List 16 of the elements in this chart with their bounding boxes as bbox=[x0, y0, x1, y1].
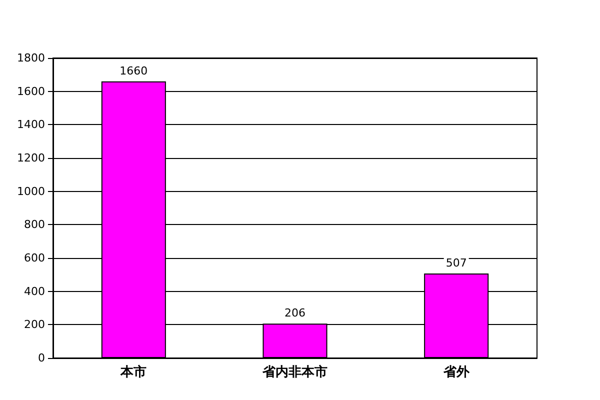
y-tick-label: 1200 bbox=[17, 152, 45, 164]
x-tick-label: 本市 bbox=[120, 364, 147, 380]
y-tick-label: 1600 bbox=[17, 84, 45, 98]
data-label: 1660 bbox=[120, 64, 148, 78]
y-tick-label: 200 bbox=[24, 318, 45, 332]
y-tick-label: 800 bbox=[24, 218, 45, 232]
y-tick-label: 1800 bbox=[17, 52, 45, 64]
data-label: 206 bbox=[284, 306, 306, 320]
y-tick-label: 600 bbox=[24, 252, 45, 264]
data-label: 507 bbox=[446, 256, 467, 270]
y-tick-label: 1000 bbox=[17, 184, 45, 198]
x-tick-label: 省外 bbox=[442, 365, 470, 380]
y-tick-label: 400 bbox=[24, 284, 45, 298]
x-tick-label: 省内非本市 bbox=[262, 364, 328, 380]
y-tick-label: 1400 bbox=[17, 118, 45, 132]
y-tick-label: 0 bbox=[38, 352, 45, 364]
